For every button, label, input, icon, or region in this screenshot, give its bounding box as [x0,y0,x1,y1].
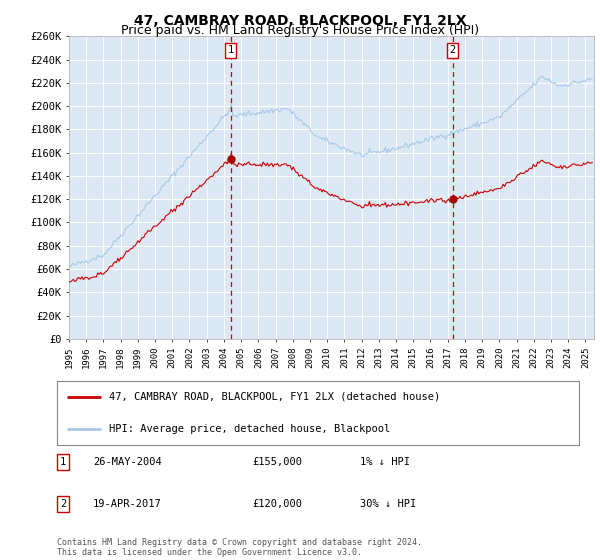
Text: £155,000: £155,000 [252,457,302,467]
Text: Contains HM Land Registry data © Crown copyright and database right 2024.
This d: Contains HM Land Registry data © Crown c… [57,538,422,557]
Text: 2: 2 [449,45,456,55]
Text: 47, CAMBRAY ROAD, BLACKPOOL, FY1 2LX (detached house): 47, CAMBRAY ROAD, BLACKPOOL, FY1 2LX (de… [109,392,440,402]
Text: 1% ↓ HPI: 1% ↓ HPI [360,457,410,467]
Text: 1: 1 [60,457,66,467]
Text: HPI: Average price, detached house, Blackpool: HPI: Average price, detached house, Blac… [109,424,391,434]
Text: 2: 2 [60,499,66,509]
Text: 30% ↓ HPI: 30% ↓ HPI [360,499,416,509]
Text: 1: 1 [227,45,234,55]
Text: 47, CAMBRAY ROAD, BLACKPOOL, FY1 2LX: 47, CAMBRAY ROAD, BLACKPOOL, FY1 2LX [134,14,466,28]
Text: Price paid vs. HM Land Registry's House Price Index (HPI): Price paid vs. HM Land Registry's House … [121,24,479,36]
Text: £120,000: £120,000 [252,499,302,509]
Text: 19-APR-2017: 19-APR-2017 [93,499,162,509]
Text: 26-MAY-2004: 26-MAY-2004 [93,457,162,467]
